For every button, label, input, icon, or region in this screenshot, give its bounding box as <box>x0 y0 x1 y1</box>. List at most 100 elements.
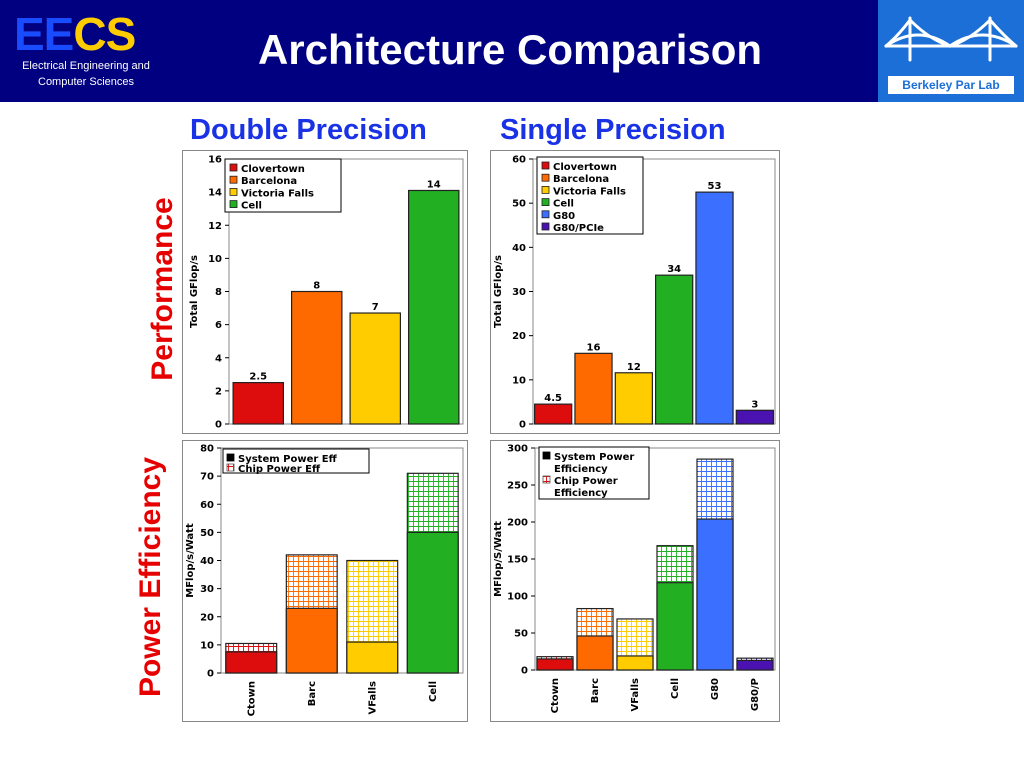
data-label: 8 <box>313 281 320 292</box>
bar-clovertown <box>232 381 285 425</box>
system-power-bar <box>616 655 654 671</box>
par-lab-label: Berkeley Par Lab <box>902 78 1000 92</box>
y-tick-label: 60 <box>512 155 526 166</box>
power-efficiency-row-title: Power Efficiency <box>134 456 167 698</box>
y-tick-label: 0 <box>207 669 214 680</box>
legend-label: System Power <box>554 452 634 463</box>
eecs-logo: EECS Electrical Engineering and Computer… <box>6 6 166 96</box>
sp-power-chart-svg: 0 50 100 150 200 250 300 MFlop/S/Watt Ctown Barc V… <box>493 444 776 713</box>
y-tick-label: 150 <box>507 555 528 566</box>
legend-swatch <box>541 186 550 194</box>
y-tick-label: 12 <box>208 221 222 232</box>
dp-power-chart-svg: 0 10 20 30 40 50 60 70 80 MFlop/s/Watt Ctown Barc VF… <box>185 444 464 716</box>
y-tick-label: 4 <box>215 353 222 364</box>
legend-label: Victoria Falls <box>553 186 626 197</box>
legend-swatch <box>229 200 238 208</box>
eecs-logo-line1: Electrical Engineering and <box>22 60 150 72</box>
legend-label: Efficiency <box>554 464 608 475</box>
data-label: 34 <box>667 264 681 275</box>
y-tick-label: 8 <box>215 287 222 298</box>
legend-swatch <box>541 210 550 219</box>
legend-label: Efficiency <box>554 488 608 499</box>
system-power-bar <box>696 518 734 671</box>
legend-label: Clovertown <box>241 164 305 175</box>
dp-power-chart: 0 10 20 30 40 50 60 70 80 MFlop/s/Watt Ctown Barc VF… <box>182 440 468 722</box>
slide-title: Architecture Comparison <box>257 26 763 73</box>
legend-box <box>224 158 342 213</box>
eecs-logo-subtitle: Electrical Engineering and Computer Scie… <box>6 58 166 90</box>
y-tick-label: 6 <box>215 320 222 331</box>
performance-row-title: Performance <box>146 197 179 381</box>
y-tick-label: 0 <box>519 420 526 431</box>
x-tick-label: VFalls <box>630 678 641 712</box>
y-tick-label: 30 <box>200 584 214 595</box>
double-precision-title: Double Precision <box>190 114 427 146</box>
legend-label: Clovertown <box>553 162 617 173</box>
y-axis-label: Total GFlop/s <box>493 255 504 328</box>
x-tick-label: G80 <box>710 678 721 700</box>
single-precision-title: Single Precision <box>500 114 726 146</box>
legend-box <box>536 156 644 235</box>
y-tick-label: 20 <box>200 612 214 623</box>
legend-label: Cell <box>241 201 262 212</box>
x-tick-label: Ctown <box>246 681 257 716</box>
y-tick-label: 70 <box>200 472 214 483</box>
legend-swatch <box>229 163 238 172</box>
eecs-logo-letters: EECS <box>14 8 136 60</box>
x-tick-label: Cell <box>670 678 681 699</box>
system-power-bar <box>736 659 774 671</box>
data-label: 12 <box>627 362 641 373</box>
legend-swatch <box>541 173 550 182</box>
y-tick-label: 50 <box>512 199 526 210</box>
bar-barcelona <box>290 290 343 425</box>
slide-header: EECS Electrical Engineering and Computer… <box>0 0 1024 102</box>
y-tick-label: 80 <box>200 444 214 455</box>
y-tick-label: 40 <box>200 556 214 567</box>
legend-label: Barcelona <box>553 174 609 185</box>
bar-g80 <box>695 191 734 425</box>
data-label: 2.5 <box>249 372 267 383</box>
legend-swatch <box>541 222 550 231</box>
par-lab-logo: Berkeley Par Lab <box>878 0 1024 102</box>
legend-swatch <box>229 175 238 184</box>
bar-clovertown <box>534 403 573 425</box>
data-label: 53 <box>708 181 722 192</box>
y-tick-label: 40 <box>512 243 526 254</box>
legend-swatch <box>541 161 550 170</box>
y-tick-label: 200 <box>507 518 528 529</box>
system-power-bar <box>225 651 278 674</box>
y-axis-label: Total GFlop/s <box>189 255 200 328</box>
y-tick-label: 30 <box>512 287 526 298</box>
legend-system-swatch <box>542 451 551 460</box>
y-tick-label: 0 <box>521 666 528 677</box>
sp-performance-chart: 0 10 20 30 40 50 60 Total GFlop/s 4.5 16 12 34 53 3 Cl… <box>490 150 780 434</box>
data-label: 16 <box>587 342 601 353</box>
legend-swatch <box>229 188 238 196</box>
bar-cell <box>655 274 694 425</box>
dp-performance-chart: 0 2 4 6 8 10 12 14 16 Total GFlop/s 2.5 8 7 14 Clovert… <box>182 150 468 434</box>
legend-label: Cell <box>553 199 574 210</box>
y-tick-label: 100 <box>507 592 528 603</box>
legend-system-swatch <box>226 453 235 462</box>
x-tick-label: Barc <box>590 678 601 703</box>
bar-victoria-falls <box>349 312 402 425</box>
system-power-bar <box>285 607 338 674</box>
legend-chip-swatch <box>542 475 551 484</box>
legend-box <box>222 448 370 474</box>
y-tick-label: 0 <box>215 420 222 431</box>
data-label: 14 <box>427 179 441 190</box>
data-label: 3 <box>751 399 758 410</box>
data-label: 4.5 <box>544 393 562 404</box>
legend-label: System Power Eff <box>238 454 338 465</box>
y-tick-label: 10 <box>200 640 214 651</box>
y-tick-label: 10 <box>512 375 526 386</box>
sp-performance-chart-svg: 0 10 20 30 40 50 60 Total GFlop/s 4.5 16 12 34 53 3 Cl… <box>493 155 776 431</box>
x-tick-label: Cell <box>428 681 439 702</box>
eecs-logo-ee: EE <box>14 8 74 60</box>
legend-label: G80/PCIe <box>553 223 604 234</box>
legend-label: Barcelona <box>241 176 297 187</box>
bar-cell <box>407 189 460 425</box>
system-power-bar <box>346 641 399 674</box>
y-tick-label: 16 <box>208 155 222 166</box>
y-tick-label: 250 <box>507 481 528 492</box>
